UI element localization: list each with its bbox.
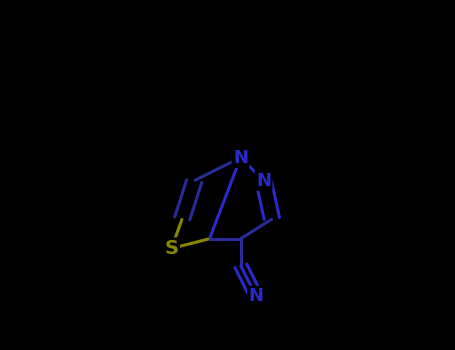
Text: N: N <box>233 149 248 167</box>
Text: S: S <box>164 239 178 258</box>
Text: N: N <box>248 287 263 305</box>
Text: N: N <box>256 172 271 189</box>
